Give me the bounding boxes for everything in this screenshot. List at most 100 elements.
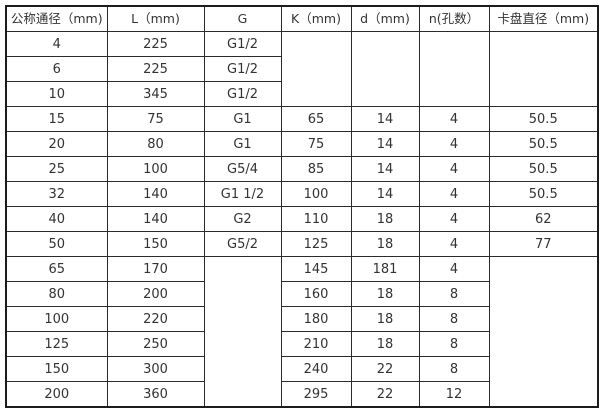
column-header-n-hole-count: n(孔数） bbox=[418, 5, 490, 32]
table-cell: 85 bbox=[280, 156, 352, 182]
table-cell: 50.5 bbox=[488, 156, 599, 182]
table-cell: G1/2 bbox=[203, 31, 282, 57]
table-cell: 65 bbox=[280, 106, 352, 132]
table-cell: 240 bbox=[280, 356, 352, 382]
table-cell: 14 bbox=[350, 106, 420, 132]
table-cell: 4 bbox=[418, 106, 490, 132]
table-cell: G1/2 bbox=[203, 81, 282, 107]
table-row: 80 200 160 18 8 bbox=[5, 281, 598, 307]
table-row: 200 360 295 22 12 bbox=[5, 381, 598, 408]
table-cell bbox=[280, 31, 352, 107]
table-cell: 80 bbox=[106, 131, 205, 157]
table-cell: 18 bbox=[350, 331, 420, 357]
table-cell: 210 bbox=[280, 331, 352, 357]
table-cell: 181 bbox=[350, 256, 420, 282]
table-cell bbox=[203, 256, 282, 408]
table-cell: 4 bbox=[418, 206, 490, 232]
table-cell: 8 bbox=[418, 281, 490, 307]
table-cell: 345 bbox=[106, 81, 205, 107]
table-cell: 14 bbox=[350, 181, 420, 207]
table-cell: 8 bbox=[418, 331, 490, 357]
column-header-nominal-diameter-mm: 公称通径（mm) bbox=[5, 5, 108, 32]
header-row: 公称通径（mm) L（mm) G K（mm) d（mm) n(孔数） 卡盘直径（mm) bbox=[5, 5, 599, 32]
table-cell: 4 bbox=[418, 131, 490, 157]
table-cell bbox=[488, 256, 599, 408]
table-cell: 75 bbox=[106, 106, 205, 132]
table-row: 65 170 145 181 4 bbox=[5, 256, 599, 408]
table-row: 6 225 G1/2 bbox=[5, 56, 598, 82]
table-cell: 250 bbox=[106, 331, 205, 357]
column-header-k-mm: K（mm) bbox=[280, 5, 352, 32]
table-cell: 65 bbox=[5, 256, 108, 282]
table-cell: 20 bbox=[5, 131, 108, 157]
table-cell: 18 bbox=[350, 306, 420, 332]
table-cell: G1 bbox=[203, 106, 282, 132]
table-cell: G5/4 bbox=[203, 156, 282, 182]
table-cell: 140 bbox=[106, 206, 205, 232]
table-cell: 150 bbox=[106, 231, 205, 257]
table-cell: 50.5 bbox=[488, 131, 599, 157]
table-row: 15 75 G1 65 14 4 50.5 bbox=[5, 106, 599, 132]
table-cell: 77 bbox=[488, 231, 599, 257]
table-cell: 295 bbox=[280, 381, 352, 408]
table-row: 150 300 240 22 8 bbox=[5, 356, 598, 382]
table-cell: 15 bbox=[5, 106, 108, 132]
table-cell bbox=[488, 31, 599, 107]
table-cell: 4 bbox=[418, 231, 490, 257]
column-header-d-mm: d（mm) bbox=[350, 5, 420, 32]
table-cell: 170 bbox=[106, 256, 205, 282]
table-cell: 50 bbox=[5, 231, 108, 257]
table-cell: 200 bbox=[106, 281, 205, 307]
table-cell: 140 bbox=[106, 181, 205, 207]
table-cell bbox=[350, 31, 420, 107]
table-cell: 100 bbox=[106, 156, 205, 182]
table-cell bbox=[418, 31, 490, 107]
table-cell: 32 bbox=[5, 181, 108, 207]
table-cell: 4 bbox=[418, 256, 490, 282]
table-cell: G1 1/2 bbox=[203, 181, 282, 207]
table-row: 25 100 G5/4 85 14 4 50.5 bbox=[5, 156, 599, 182]
table-cell: 18 bbox=[350, 281, 420, 307]
table-cell: 25 bbox=[5, 156, 108, 182]
table-row: 125 250 210 18 8 bbox=[5, 331, 598, 357]
table-cell: 200 bbox=[5, 381, 108, 408]
table-cell: 220 bbox=[106, 306, 205, 332]
table-cell: 40 bbox=[5, 206, 108, 232]
table-cell: G1 bbox=[203, 131, 282, 157]
table-cell: 110 bbox=[280, 206, 352, 232]
table-cell: 50.5 bbox=[488, 181, 599, 207]
table-cell: 360 bbox=[106, 381, 205, 408]
table-cell: 4 bbox=[418, 156, 490, 182]
table-cell: 160 bbox=[280, 281, 352, 307]
table-cell: 8 bbox=[418, 306, 490, 332]
table-cell: G5/2 bbox=[203, 231, 282, 257]
table-cell: 14 bbox=[350, 156, 420, 182]
table-cell: 225 bbox=[106, 31, 205, 57]
table-body: 4 225 G1/2 6 225 G1/2 10 345 G1/2 15 75 G1 65 14 4 50.5… bbox=[5, 31, 599, 408]
table-cell: 22 bbox=[350, 356, 420, 382]
table-header-row: 公称通径（mm) L（mm) G K（mm) d（mm) n(孔数） 卡盘直径（mm) bbox=[5, 5, 599, 32]
table-cell: G2 bbox=[203, 206, 282, 232]
table-cell: 8 bbox=[418, 356, 490, 382]
table-cell: 150 bbox=[5, 356, 108, 382]
table-row: 32 140 G1 1/2 100 14 4 50.5 bbox=[5, 181, 599, 207]
table-row: 50 150 G5/2 125 18 4 77 bbox=[5, 231, 599, 257]
table-cell: 300 bbox=[106, 356, 205, 382]
table-cell: 50.5 bbox=[488, 106, 599, 132]
table-cell: 18 bbox=[350, 231, 420, 257]
column-header-thread-g: G bbox=[203, 5, 282, 32]
table-cell: 125 bbox=[280, 231, 352, 257]
column-header-length-l-mm: L（mm) bbox=[106, 5, 205, 32]
table-cell: 100 bbox=[5, 306, 108, 332]
table-cell: 180 bbox=[280, 306, 352, 332]
table-cell: G1/2 bbox=[203, 56, 282, 82]
table-cell: 225 bbox=[106, 56, 205, 82]
table-cell: 145 bbox=[280, 256, 352, 282]
table-cell: 100 bbox=[280, 181, 352, 207]
table-cell: 6 bbox=[5, 56, 108, 82]
table-cell: 4 bbox=[5, 31, 108, 57]
table-row: 20 80 G1 75 14 4 50.5 bbox=[5, 131, 599, 157]
table-cell: 14 bbox=[350, 131, 420, 157]
